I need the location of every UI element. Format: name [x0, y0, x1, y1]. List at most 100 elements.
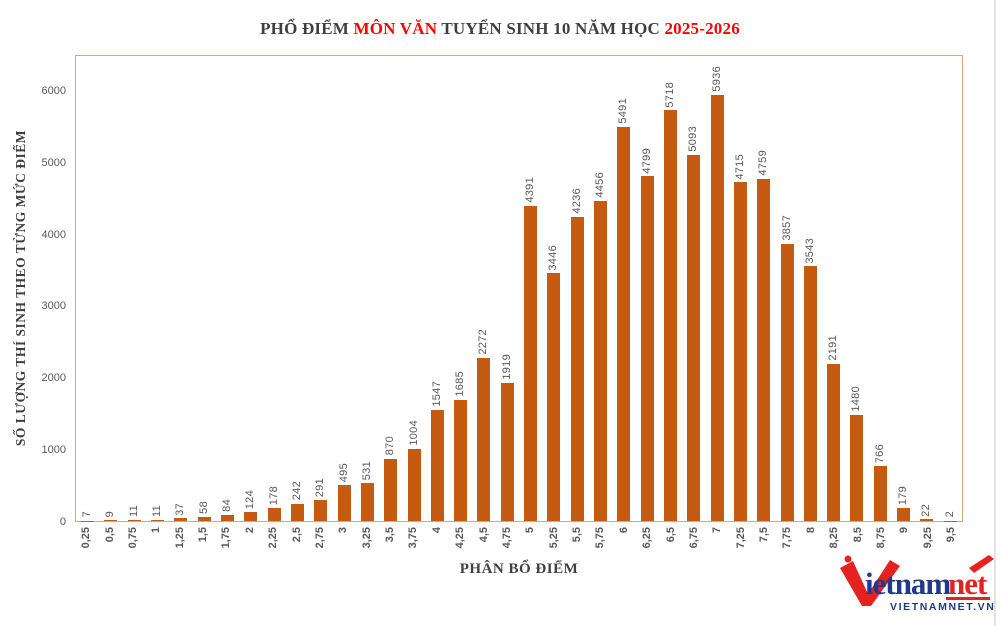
bar-score-1 [151, 520, 165, 521]
bar-score-7,75 [780, 243, 794, 521]
x-tick-slot: 1 [145, 527, 168, 548]
bar-slot: 5491 [612, 56, 635, 521]
x-tick-slot: 9,25 [917, 527, 940, 548]
bar-score-5 [524, 205, 538, 521]
bar-slot: 870 [379, 56, 402, 521]
x-tick-slot: 2 [239, 527, 262, 548]
chart-title-subject-highlight: MÔN VĂN [353, 19, 438, 38]
y-tick-label: 3000 [41, 300, 66, 313]
bar-value-label: 291 [314, 477, 327, 498]
bar-score-0,75 [127, 520, 141, 521]
x-tick-label: 2,25 [267, 527, 280, 549]
x-tick-slot: 7,5 [753, 527, 776, 548]
chart-title-year-highlight: 2025-2026 [664, 19, 740, 38]
bar-value-label: 7 [81, 511, 94, 518]
chart-title-segment: PHỔ ĐIỂM [260, 19, 354, 38]
bar-slot: 2272 [472, 56, 495, 521]
bar-slot: 242 [286, 56, 309, 521]
x-tick-slot: 9,5 [940, 527, 963, 548]
bar-slot: 4391 [519, 56, 542, 521]
bar-score-5,25 [547, 273, 561, 521]
bar-slot: 4759 [752, 56, 775, 521]
logo-net-slash [969, 555, 994, 573]
x-tick-label: 8,5 [851, 527, 864, 543]
x-tick-label: 1,75 [220, 527, 233, 549]
bar-score-8,25 [827, 363, 841, 521]
bar-score-4,5 [477, 357, 491, 521]
bar-slot: 1480 [845, 56, 868, 521]
x-tick-label: 8,75 [874, 527, 887, 549]
bar-score-9 [897, 508, 911, 521]
logo-dot [844, 555, 852, 563]
bar-slot: 58 [193, 56, 216, 521]
logo-subtitle: VIETNAMNET.VN [890, 601, 994, 613]
x-tick-slot: 4,75 [496, 527, 519, 548]
x-tick-slot: 7,25 [730, 527, 753, 548]
x-tick-label: 0,75 [126, 527, 139, 549]
plot-area: 7 9 11 11 37 58 84 124 178 242 291 495 531 870 1004 154… [75, 55, 963, 522]
x-tick-label: 5 [524, 527, 537, 534]
bar-slot: 9 [99, 56, 122, 521]
bar-slot: 766 [869, 56, 892, 521]
bar-value-label: 242 [290, 481, 303, 501]
bar-value-label: 4715 [733, 153, 746, 180]
x-tick-label: 0,25 [80, 527, 93, 549]
bar-value-label: 11 [127, 505, 140, 518]
x-tick-slot: 8,75 [870, 527, 893, 548]
logo-word-ietnam: ietnam [865, 566, 951, 601]
x-tick-slot: 0,75 [122, 527, 145, 548]
bar-slot: 11 [123, 56, 146, 521]
bar-value-label: 37 [174, 502, 187, 516]
bar-value-label: 179 [897, 485, 910, 506]
bar-score-4,25 [454, 399, 468, 521]
bar-slot: 4236 [566, 56, 589, 521]
x-tick-label: 2,75 [313, 527, 326, 549]
bar-score-4 [430, 409, 444, 521]
bar-score-0,25 [81, 520, 95, 521]
x-axis-tick-labels: 0,25 0,5 0,75 1 1,25 1,5 1,75 2 2,25 2,5 2,75 3 3,25… [75, 527, 963, 548]
bar-value-label: 1547 [430, 381, 443, 407]
bar-slot: 1919 [496, 56, 519, 521]
x-tick-slot: 6,75 [683, 527, 706, 548]
bar-score-6,75 [687, 155, 701, 521]
bar-slot: 495 [332, 56, 355, 521]
x-tick-slot: 8,5 [846, 527, 869, 548]
x-tick-label: 2,5 [290, 527, 303, 543]
bar-slot: 3857 [775, 56, 798, 521]
x-tick-label: 5,25 [547, 527, 560, 549]
bar-score-1,25 [174, 518, 188, 521]
x-tick-slot: 1,5 [192, 527, 215, 548]
bar-slot: 22 [915, 56, 938, 521]
x-tick-slot: 5,75 [589, 527, 612, 548]
bar-score-7,25 [733, 182, 747, 521]
bar-score-9,25 [920, 519, 934, 521]
x-tick-slot: 5,25 [543, 527, 566, 548]
bar-value-label: 4236 [570, 188, 583, 214]
vietnamnet-logo[interactable]: ietnam net VIETNAMNET.VN [838, 554, 994, 616]
bar-value-label: 3857 [780, 215, 793, 241]
y-tick-label: 6000 [41, 84, 66, 97]
bar-slot: 3446 [542, 56, 565, 521]
x-tick-label: 5,5 [571, 527, 584, 543]
bar-score-6,5 [663, 110, 677, 521]
x-tick-slot: 4,25 [449, 527, 472, 548]
bar-score-9,5 [943, 520, 957, 521]
x-tick-label: 9,5 [945, 527, 958, 543]
x-tick-label: 4,75 [500, 527, 513, 549]
x-tick-slot: 4 [426, 527, 449, 548]
x-tick-label: 6,5 [664, 527, 677, 543]
chart-title-segment: TUYỂN SINH 10 NĂM HỌC [437, 19, 665, 38]
page-edge-line [994, 0, 996, 626]
bar-score-6,25 [640, 176, 654, 521]
x-tick-slot: 1,75 [215, 527, 238, 548]
y-tick-label: 2000 [41, 372, 66, 385]
bar-score-1,5 [197, 516, 211, 521]
x-tick-label: 3,75 [407, 527, 420, 549]
x-tick-label: 2 [243, 527, 256, 534]
x-tick-slot: 0,25 [75, 527, 98, 548]
bar-value-label: 4799 [640, 147, 653, 174]
x-tick-label: 9 [898, 527, 911, 534]
bar-slot: 3543 [799, 56, 822, 521]
x-tick-label: 4,25 [454, 527, 467, 549]
